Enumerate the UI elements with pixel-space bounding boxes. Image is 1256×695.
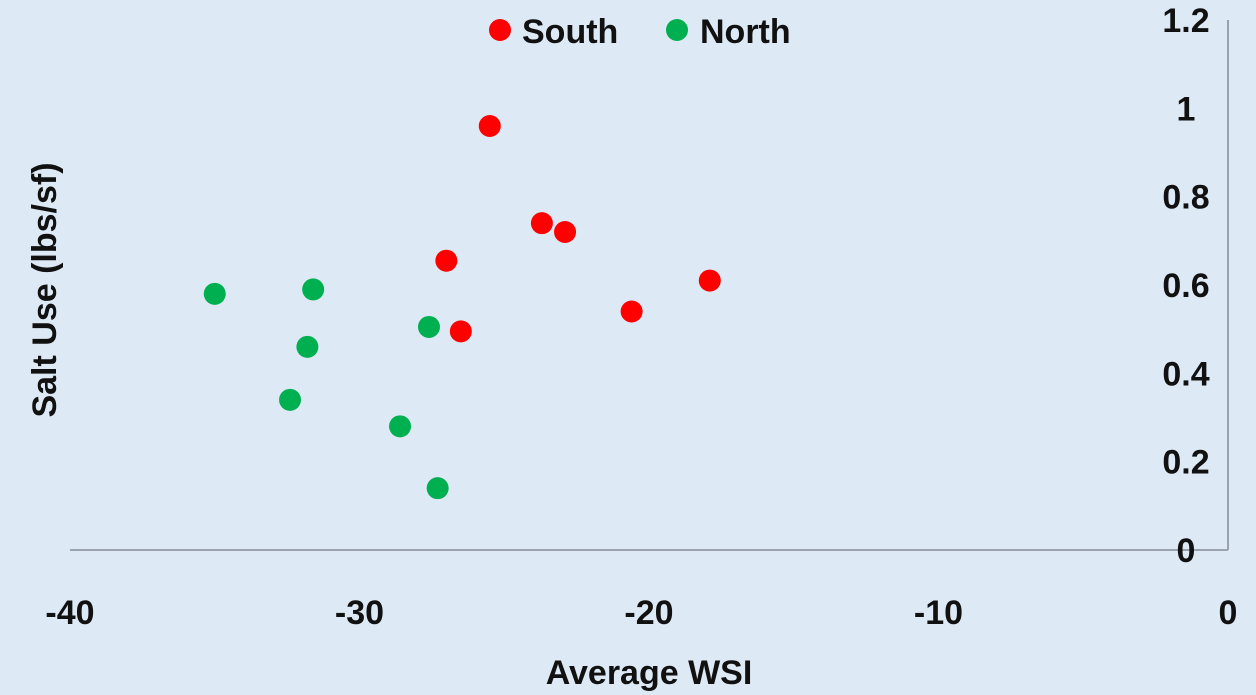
point-north (203, 282, 226, 305)
point-south (435, 249, 458, 272)
data-points (203, 115, 721, 500)
y-tick-label: 1 (1177, 90, 1196, 128)
point-south (698, 269, 721, 292)
x-tick-label: -10 (914, 594, 963, 632)
y-tick-label: 0.6 (1162, 267, 1209, 305)
x-tick-label: -30 (335, 594, 384, 632)
y-tick-label: 0.4 (1162, 355, 1209, 393)
legend-marker-south (489, 19, 511, 41)
x-tick-label: -20 (624, 594, 673, 632)
point-south (478, 115, 501, 137)
point-north (279, 388, 302, 411)
point-north (296, 335, 319, 358)
x-axis-title: Average WSI (546, 654, 753, 692)
point-south (620, 300, 643, 323)
y-tick-labels: 0 0.2 0.4 0.6 0.8 1 1.2 (1162, 2, 1209, 570)
point-south (449, 320, 472, 343)
x-tick-label: -40 (45, 594, 94, 632)
point-north (417, 315, 440, 338)
point-north (426, 477, 449, 500)
x-tick-labels: -40 -30 -20 -10 0 (45, 594, 1237, 632)
x-tick-label: 0 (1219, 594, 1238, 632)
point-south (530, 212, 553, 235)
legend: South North (489, 13, 791, 51)
y-tick-label: 0.8 (1162, 179, 1209, 217)
legend-label-north: North (700, 13, 791, 51)
point-north (302, 278, 325, 301)
y-tick-label: 1.2 (1162, 2, 1209, 40)
point-south (554, 221, 577, 243)
y-axis-title: Salt Use (lbs/sf) (26, 162, 64, 417)
point-north (389, 415, 412, 438)
y-tick-label: 0.2 (1162, 444, 1209, 482)
y-tick-label: 0 (1177, 532, 1196, 570)
legend-marker-north (666, 19, 688, 41)
legend-label-south: South (522, 13, 618, 51)
